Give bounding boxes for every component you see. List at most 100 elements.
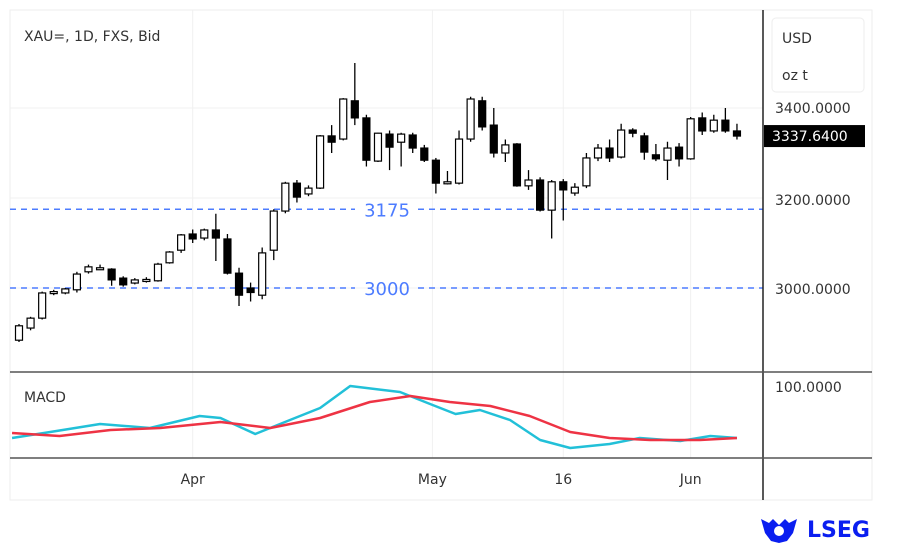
candle-body — [142, 278, 151, 283]
candle — [385, 130, 394, 171]
unit-box[interactable] — [771, 17, 865, 93]
candle — [304, 185, 313, 197]
macd-series-macd — [11, 384, 738, 450]
x-tick-label: Jun — [679, 472, 702, 488]
candle-body — [234, 272, 244, 296]
candle — [408, 132, 417, 153]
candle-body — [49, 291, 58, 295]
candle — [559, 179, 568, 221]
candle-body — [188, 233, 197, 240]
candle-body — [72, 273, 82, 291]
candle — [130, 278, 139, 285]
candle-body — [640, 135, 649, 153]
candle-body — [269, 210, 278, 251]
candle — [26, 316, 35, 331]
candle — [605, 139, 614, 162]
candle-body — [570, 186, 579, 194]
candle — [72, 271, 82, 293]
candle-body — [223, 238, 232, 274]
candle-body — [397, 133, 406, 143]
candle-body — [258, 252, 267, 296]
candle-body — [431, 159, 440, 184]
candle — [721, 108, 730, 133]
candle-body — [605, 147, 614, 159]
candle — [547, 180, 556, 239]
unit-label: oz t — [782, 68, 808, 84]
candle — [14, 324, 24, 342]
candle-body — [443, 181, 452, 185]
candle-body — [281, 182, 290, 212]
candle-body — [292, 182, 302, 198]
macd-label: MACD — [24, 390, 66, 406]
candle — [431, 157, 440, 194]
candle — [95, 264, 105, 271]
candle-body — [559, 181, 568, 191]
candle — [107, 268, 116, 286]
candle — [640, 132, 649, 160]
candle-body — [628, 129, 637, 134]
lseg-crest-icon — [761, 519, 797, 543]
candle — [61, 288, 70, 295]
candle — [327, 125, 336, 153]
macd-series-signal — [11, 394, 738, 442]
candle — [339, 98, 348, 141]
candle-body — [130, 279, 139, 284]
candle — [489, 108, 498, 158]
level-label: 3175 — [364, 200, 410, 221]
candle — [512, 143, 522, 187]
candle — [617, 123, 626, 159]
candle-body — [501, 144, 510, 154]
candle-body — [535, 179, 545, 211]
candle-body — [698, 117, 707, 132]
candle-body — [709, 119, 718, 132]
candle-body — [686, 118, 695, 160]
candle — [663, 141, 672, 180]
candle-body — [304, 187, 313, 195]
candle — [628, 128, 637, 138]
chart-frame — [9, 9, 873, 501]
candle — [397, 132, 406, 167]
candle — [420, 144, 429, 162]
candle-body — [95, 267, 105, 271]
candle — [524, 170, 533, 190]
candle-body — [26, 317, 35, 329]
candle — [454, 130, 464, 185]
level-label: 3000 — [364, 279, 410, 300]
candle — [501, 139, 510, 162]
candle — [38, 291, 47, 320]
candle — [674, 143, 684, 167]
candle-body — [84, 266, 93, 273]
candle-body — [408, 134, 417, 149]
candle — [373, 132, 383, 162]
candle — [651, 144, 661, 162]
candle — [732, 123, 742, 140]
candle-body — [651, 154, 661, 160]
candle — [478, 96, 487, 131]
candle-body — [315, 135, 325, 189]
candle — [686, 117, 695, 160]
brand-name: LSEG — [807, 517, 870, 543]
candle-body — [327, 135, 336, 143]
macd-tick-100: 100.0000 — [775, 380, 842, 396]
candle — [177, 234, 186, 253]
candle-body — [61, 288, 70, 294]
chart-title: XAU=, 1D, FXS, Bid — [24, 29, 160, 45]
lseg-logo: LSEG — [757, 515, 870, 545]
candle — [698, 112, 707, 135]
candle — [350, 63, 359, 126]
candle — [234, 267, 244, 306]
candle — [200, 228, 209, 241]
candle — [165, 251, 174, 264]
x-tick-label: 16 — [554, 472, 572, 488]
candle-body — [524, 179, 533, 187]
candle — [466, 96, 475, 142]
candle-body — [420, 147, 429, 161]
candle — [211, 213, 220, 261]
candle — [362, 114, 371, 167]
candle — [281, 181, 290, 214]
candle-body — [466, 98, 475, 140]
candle-body — [211, 229, 220, 239]
candle — [153, 262, 163, 282]
candle-body — [732, 130, 742, 137]
